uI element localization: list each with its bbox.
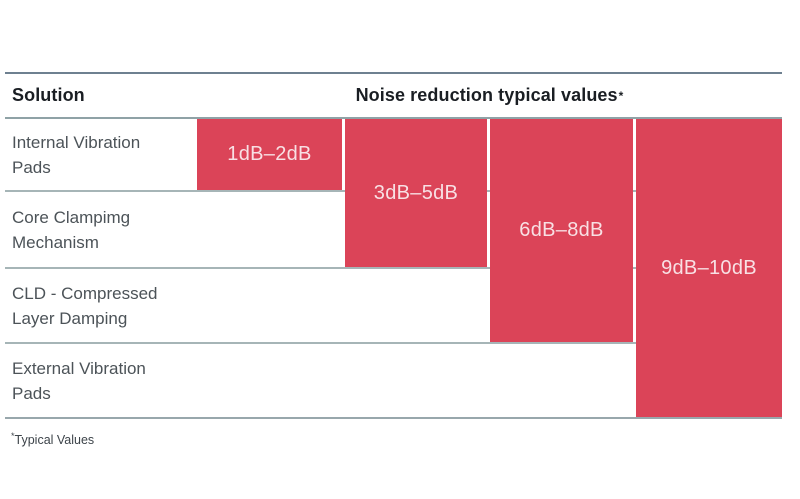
value-bar-label: 1dB–2dB [227, 143, 312, 165]
value-bar-label: 6dB–8dB [519, 219, 604, 241]
values-column-header: Noise reduction typical values * [355, 85, 624, 105]
noise-reduction-table: Solution Noise reduction typical values *… [5, 72, 782, 419]
value-bar-label: 9dB–10dB [661, 256, 757, 279]
row-label-external-vibration-pads: External Vibration Pads [12, 358, 146, 403]
values-header-text: Noise reduction typical values [355, 85, 618, 105]
row-label-internal-vibration-pads: Internal Vibration Pads [12, 132, 141, 177]
footnote: *Typical Values [11, 430, 95, 447]
solution-column-header: Solution [12, 85, 85, 105]
table-row: CLD - Compressed Layer Damping [5, 269, 782, 344]
value-bar-6db-8db: 6dB–8dB [490, 119, 633, 342]
value-bar-1db-2db: 1dB–2dB [197, 119, 342, 190]
value-bar-3db-5db: 3dB–5dB [345, 119, 487, 267]
value-bar-9db-10db: 9dB–10dB [636, 119, 782, 417]
footnote-text: Typical Values [14, 433, 95, 447]
table-row: External Vibration Pads [5, 344, 782, 419]
row-label-cld-compressed-layer-damping: CLD - Compressed Layer Damping [12, 283, 158, 328]
table-header-row: Solution Noise reduction typical values * [5, 74, 782, 119]
row-label-core-clamping-mechanism: Core Clampimg Mechanism [12, 207, 131, 252]
footnote-asterisk: * [11, 430, 15, 441]
table-row: Core Clampimg Mechanism [5, 192, 782, 269]
value-bar-label: 3dB–5dB [373, 181, 459, 204]
